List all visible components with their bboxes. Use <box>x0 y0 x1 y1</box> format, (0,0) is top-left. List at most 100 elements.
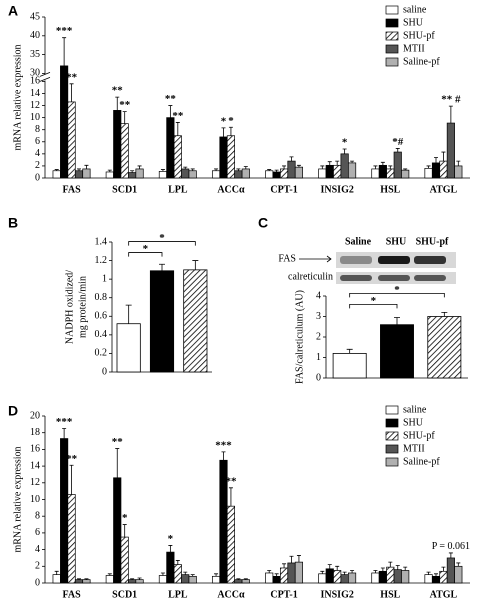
bar <box>219 136 228 179</box>
error-bar <box>137 577 142 580</box>
bar <box>113 110 122 179</box>
x-tick-label: ATGL <box>430 589 458 600</box>
bar <box>241 168 250 179</box>
error-bar <box>342 148 347 154</box>
bar <box>378 164 387 179</box>
error-bar <box>77 168 81 171</box>
y-tick-label: 14 <box>30 88 40 99</box>
error-bar <box>289 156 294 162</box>
error-bar <box>122 111 127 124</box>
legend-swatch <box>385 31 399 41</box>
bar <box>234 170 243 179</box>
error-bar <box>62 428 67 439</box>
y-tick-label: 3 <box>316 311 321 322</box>
significance-label: * <box>394 284 400 296</box>
y-tick-label: 6 <box>35 136 40 147</box>
significance-label: ** <box>112 85 124 97</box>
bar <box>272 575 281 584</box>
bar <box>265 572 274 584</box>
error-bar <box>426 165 431 169</box>
error-bar <box>160 169 165 172</box>
bar <box>386 168 395 179</box>
bar <box>74 579 84 584</box>
error-bar <box>183 166 188 169</box>
bar <box>188 170 197 179</box>
x-tick-label: ATGL <box>430 184 458 195</box>
panel-letter: D <box>8 403 18 419</box>
error-bar <box>434 573 438 577</box>
bar <box>158 171 168 179</box>
bar <box>380 324 414 379</box>
significance-label: * <box>168 533 174 545</box>
bar <box>371 572 380 584</box>
x-tick-label: ACCα <box>217 184 245 195</box>
y-tick-label: 30 <box>30 68 40 79</box>
blot-lane-label: SHU <box>386 236 407 247</box>
bar <box>393 569 402 584</box>
significance-label: *# <box>392 136 404 148</box>
error-bar <box>159 263 165 271</box>
x-tick-label: INSIG2 <box>321 589 354 600</box>
y-tick-label: 0.8 <box>95 292 108 303</box>
comparison-bracket <box>128 252 163 257</box>
significance-label: ** <box>66 453 78 465</box>
error-bar <box>175 122 180 136</box>
significance-label: * <box>143 243 149 255</box>
bar <box>241 579 250 584</box>
y-tick-label: 35 <box>30 49 40 60</box>
blot-band <box>340 275 372 281</box>
error-bar <box>69 83 74 102</box>
y-tick-label: 8 <box>35 510 40 521</box>
significance-label: ** <box>165 93 177 105</box>
error-bar <box>190 168 195 171</box>
error-bar <box>214 168 219 171</box>
legend-swatch <box>385 18 399 28</box>
significance-label: *** <box>56 416 73 428</box>
bar <box>173 135 182 179</box>
bar <box>120 536 129 584</box>
bar <box>105 575 114 584</box>
error-bar <box>84 578 89 580</box>
y-tick-label: 12 <box>30 100 40 111</box>
bar <box>82 168 91 179</box>
y-tick-label: 4 <box>316 290 321 301</box>
panel-letter: C <box>258 215 268 231</box>
x-tick-label: HSL <box>380 589 400 600</box>
x-tick-label: HSL <box>380 184 400 195</box>
bar <box>431 575 441 584</box>
error-bar <box>221 127 226 137</box>
bar <box>371 168 380 179</box>
blot-band <box>378 275 410 281</box>
y-tick-label: 10 <box>30 494 40 505</box>
bar <box>325 568 334 584</box>
bar <box>424 574 433 584</box>
y-tick-label: 10 <box>30 112 40 123</box>
error-bar <box>395 565 400 570</box>
error-bar <box>107 169 112 172</box>
y-tick-label: 1 <box>316 352 321 363</box>
y-tick-label: 1 <box>102 273 107 284</box>
error-bar <box>395 148 400 153</box>
bar <box>211 575 221 584</box>
error-bar <box>350 570 355 573</box>
significance-label: ** # <box>441 94 461 106</box>
blot-lane-label: SHU-pf <box>416 236 449 247</box>
bar <box>67 494 76 584</box>
bar <box>120 123 129 179</box>
error-bar <box>228 126 233 136</box>
bar <box>74 170 84 179</box>
blot-row-label: calreticulin <box>288 271 333 282</box>
y-tick-label: 1.4 <box>95 236 108 247</box>
legend-label: SHU <box>403 17 424 28</box>
legend-swatch <box>385 57 399 67</box>
error-bar <box>289 555 294 563</box>
significance-label: ** <box>112 436 124 448</box>
y-tick-label: 14 <box>30 460 40 471</box>
error-bar <box>448 105 453 124</box>
error-bar <box>441 312 448 317</box>
bar <box>332 352 367 379</box>
error-bar <box>168 545 173 553</box>
bar <box>318 168 327 179</box>
bar <box>446 557 455 584</box>
bar <box>181 168 190 179</box>
